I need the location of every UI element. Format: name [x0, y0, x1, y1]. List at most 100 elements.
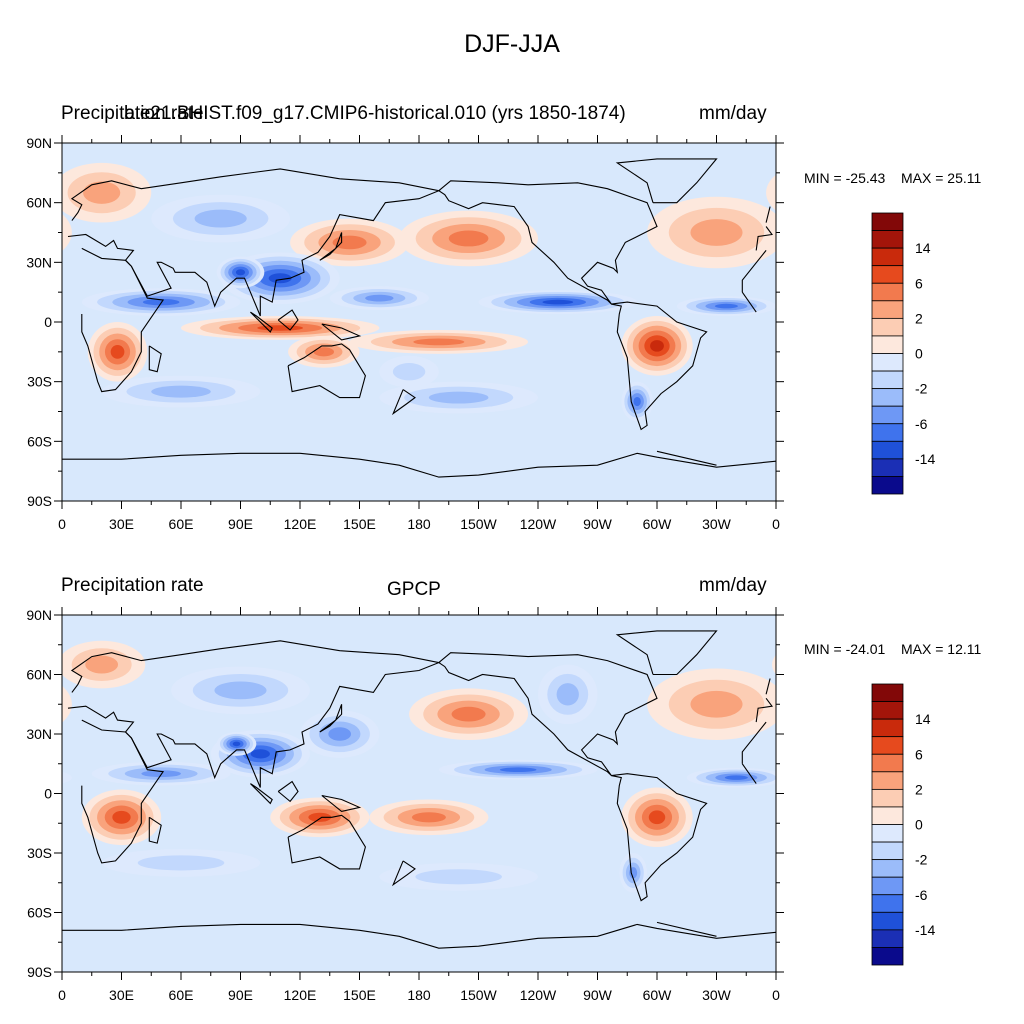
colorbar-bin [871, 247, 904, 267]
coastline [277, 780, 299, 803]
precip-anomaly-contour [799, 656, 832, 674]
panel2-left-title: Precipitation rate [61, 575, 204, 596]
colorbar-bin [871, 405, 904, 425]
colorbar-bin [871, 458, 904, 477]
precip-anomaly-contour [0, 208, 50, 257]
colorbar-bin [871, 771, 904, 790]
precip-anomaly-contour [232, 741, 241, 747]
precip-anomaly-contour [308, 812, 332, 822]
colorbar-bin [871, 440, 904, 460]
precip-anomaly-contour [268, 273, 292, 284]
precip-anomaly-contour [110, 344, 125, 359]
colorbar-bin [871, 353, 904, 372]
x-tick-label: 120E [284, 987, 317, 1003]
coastline [321, 794, 362, 812]
y-tick-label: 90S [27, 493, 52, 509]
precip-anomaly-contour [415, 869, 502, 885]
precip-anomaly-contour [83, 181, 121, 204]
coastline [148, 816, 162, 844]
coastline [148, 345, 162, 373]
x-tick-label: 0 [772, 516, 780, 532]
precip-anomaly-contour [365, 294, 394, 302]
x-tick-label: 180 [407, 987, 431, 1003]
coastline [250, 311, 273, 333]
x-tick-label: 60W [643, 516, 673, 532]
y-tick-label: 90N [26, 135, 52, 151]
precip-anomaly-contour [151, 385, 211, 398]
coastline [755, 226, 773, 251]
x-tick-label: 90W [583, 516, 613, 532]
coastline [319, 704, 343, 733]
coastline [277, 309, 299, 331]
colorbar-bin [871, 370, 904, 390]
precip-anomaly-contour [556, 683, 579, 706]
x-tick-label: 90E [228, 516, 253, 532]
precip-anomaly-contour [328, 727, 351, 741]
colorbar-label: 2 [915, 781, 923, 797]
precip-anomaly-contour [62, 685, 72, 723]
coastline [765, 206, 771, 223]
y-tick-label: 30S [27, 845, 52, 861]
coastline [62, 452, 776, 478]
coastline [391, 389, 416, 416]
panel1-units: mm/day [699, 103, 767, 124]
figure-title: DJF-JJA [464, 30, 560, 58]
colorbar-bin [871, 388, 904, 407]
panel1-min-label: MIN = -25.43 [804, 170, 886, 186]
colorbar-label: 6 [915, 275, 923, 291]
coastline [287, 814, 366, 870]
x-tick-label: 150W [460, 987, 497, 1003]
colorbar-label: -14 [915, 922, 935, 938]
precip-anomaly-contour [724, 775, 748, 780]
precip-anomaly-contour [448, 230, 489, 247]
precip-anomaly-contour [313, 347, 334, 357]
precip-anomaly-contour [112, 810, 131, 824]
coastline [62, 923, 776, 949]
precip-anomaly-contour [714, 303, 738, 309]
x-tick-label: 150W [460, 516, 497, 532]
precip-anomaly-contour [772, 654, 776, 675]
precip-anomaly-contour [411, 812, 446, 823]
colorbar-label: -6 [915, 887, 928, 903]
panel2-max-label: MAX = 12.11 [901, 641, 982, 657]
precip-anomaly-contour [690, 219, 743, 246]
colorbar-bin [871, 876, 904, 896]
colorbar-bin [871, 841, 904, 861]
colorbar-label: 2 [915, 310, 923, 326]
colorbar-bin [871, 300, 904, 319]
x-tick-label: 0 [58, 987, 66, 1003]
x-tick-label: 30E [109, 987, 134, 1003]
precip-anomaly-contour [0, 691, 29, 718]
colorbar-bin [871, 824, 904, 843]
x-tick-label: 0 [772, 987, 780, 1003]
precip-anomaly-contour [413, 338, 465, 346]
x-tick-label: 120W [520, 516, 557, 532]
precip-anomaly-contour [499, 767, 537, 772]
coastline [656, 921, 717, 937]
colorbar-label: 14 [915, 240, 931, 256]
precip-anomaly-contour [690, 690, 743, 718]
colorbar-bin [871, 929, 904, 948]
precip-anomaly-contour [250, 749, 270, 759]
precip-anomaly-contour [542, 299, 574, 305]
x-tick-label: 120W [520, 987, 557, 1003]
panel2-center-title: GPCP [387, 579, 441, 600]
colorbar-bin [871, 282, 904, 302]
coastline [438, 652, 708, 902]
colorbar-label: -6 [915, 416, 928, 432]
y-tick-label: 60S [27, 905, 52, 921]
panel1-center-title: b.e21.BHIST.f09_g17.CMIP6-historical.010… [124, 103, 626, 124]
colorbar-label: 14 [915, 711, 931, 727]
coastline [67, 640, 441, 788]
colorbar-label: -2 [915, 852, 928, 868]
precip-anomaly-contour [1, 773, 43, 781]
coastline [67, 168, 441, 317]
panel2-min-label: MIN = -24.01 [804, 641, 886, 657]
coastline [741, 721, 767, 764]
coastline [656, 450, 717, 466]
colorbar-bin [871, 423, 904, 442]
map1-coastlines [62, 158, 776, 478]
x-tick-label: 90W [583, 987, 613, 1003]
x-tick-label: 0 [58, 516, 66, 532]
